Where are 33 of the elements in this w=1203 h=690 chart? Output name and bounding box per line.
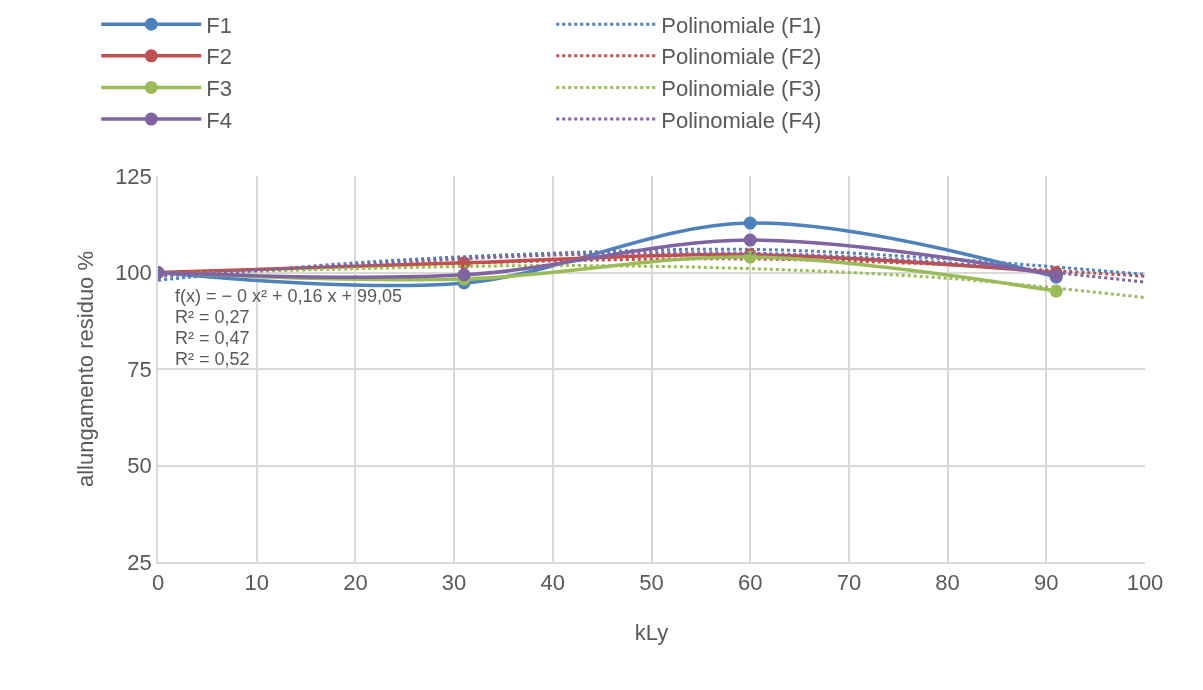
x-tick-label: 80: [935, 570, 960, 596]
annotation: f(x) = − 0 x² + 0,16 x + 99,05: [175, 286, 403, 306]
x-tick-label: 90: [1034, 570, 1059, 596]
annotation: R² = 0,47: [175, 328, 250, 348]
y-tick-label: 25: [127, 549, 152, 575]
x-tick-label: 40: [540, 570, 566, 596]
point: [743, 216, 757, 230]
x-tick-label: 0: [151, 570, 165, 596]
legend-label: F1: [206, 12, 232, 38]
x-tick-label: 50: [639, 570, 664, 596]
x-tick-label: 20: [343, 570, 368, 596]
y-tick-label: 75: [127, 356, 152, 382]
x-tick-label: 70: [836, 570, 862, 596]
y-tick-label: 125: [115, 163, 152, 189]
legend-label: F4: [206, 107, 232, 133]
point: [457, 268, 471, 282]
legend-label: Polinomiale (F1): [661, 12, 822, 38]
annotation: R² = 0,27: [175, 307, 250, 327]
point: [743, 233, 757, 247]
legend-label: Polinomiale (F2): [661, 44, 822, 70]
y-tick-label: 100: [115, 260, 152, 286]
x-axis-title: kLy: [634, 619, 669, 645]
legend-label: Polinomiale (F4): [661, 107, 822, 133]
legend-label: F2: [206, 44, 232, 70]
x-tick-label: 10: [244, 570, 269, 596]
y-tick-label: 50: [127, 453, 152, 479]
x-tick-label: 30: [441, 570, 467, 596]
x-tick-label: 60: [737, 570, 763, 596]
annotation: R² = 0,52: [175, 349, 250, 369]
x-tick-label: 100: [1126, 570, 1164, 596]
legend-label: Polinomiale (F3): [661, 76, 822, 102]
y-axis-title: allungamento residuo %: [73, 250, 99, 488]
legend-label: F3: [206, 76, 232, 102]
